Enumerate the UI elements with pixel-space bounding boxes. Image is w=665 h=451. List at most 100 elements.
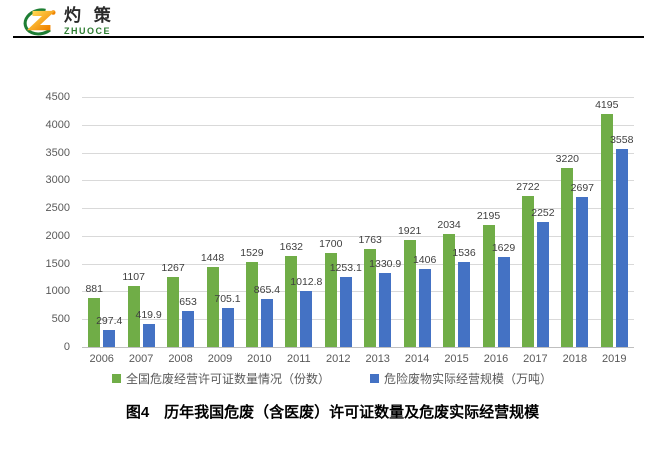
x-label-2018: 2018 [562,353,588,365]
bar-blue-2009 [221,307,234,347]
x-label-2008: 2008 [168,353,193,365]
bar-value-blue-2009: 705.1 [214,292,241,305]
bar-green-2016 [482,225,495,347]
bar-green-2010 [245,262,258,347]
gridline-1500 [82,263,634,265]
x-label-2017: 2017 [523,353,548,365]
y-axis-tick-500: 500 [51,313,70,326]
bar-blue-2013 [379,273,392,347]
bar-value-green-2017: 2722 [516,180,540,193]
x-label-2012: 2012 [326,353,351,365]
legend-label-licenses: 全国危废经营许可证数量情况（份数） [125,372,330,386]
legend-swatch-blue-icon [370,374,379,383]
y-axis-tick-1000: 1000 [45,285,70,298]
bar-value-green-2011: 1632 [279,241,304,254]
gridline-1000 [82,291,634,293]
bar-green-2017 [521,195,534,347]
gridline-4000 [82,124,634,126]
x-label-2015: 2015 [444,353,469,365]
bar-chart: 0 500 1000 1500 2000 2500 3000 3500 4000 4500 2006… [0,60,665,390]
bar-blue-2010 [260,298,273,347]
bar-green-2012 [324,252,337,347]
bar-value-green-2010: 1529 [240,247,264,260]
x-label-2006: 2006 [89,353,114,365]
legend-swatch-green-icon [111,374,121,383]
brand-name-chinese: 灼 策 [64,6,115,25]
figure-caption: 图4 历年我国危废（含医废）许可证数量及危废实际经营规模 [125,404,540,421]
bar-blue-2019 [615,149,628,347]
bar-green-2013 [364,249,377,347]
bar-value-green-2007: 1107 [122,270,145,283]
y-axis-tick-3000: 3000 [45,174,70,187]
x-label-2019: 2019 [602,353,627,365]
brand-name-english: ZHUOCE [64,26,111,36]
y-axis-tick-4500: 4500 [45,91,70,103]
bar-value-green-2019: 4195 [595,98,619,111]
bar-blue-2008 [182,310,195,347]
x-label-2010: 2010 [247,353,272,365]
bar-value-green-2008: 1267 [161,261,185,274]
brand-logo: 灼 策 ZHUOCE [22,4,115,38]
bar-green-2009 [206,266,219,347]
bar-value-blue-2015: 1536 [452,246,476,259]
header-divider-line [13,36,644,38]
bar-value-green-2013: 1763 [358,234,382,247]
x-label-2013: 2013 [365,353,390,365]
x-label-2014: 2014 [404,353,430,365]
gridline-2500 [82,208,634,210]
x-label-2011: 2011 [287,353,311,365]
bar-value-green-2016: 2195 [476,210,501,223]
gridline-3500 [82,152,634,154]
legend-item-scale: 危险废物实际经营规模（万吨） [370,370,552,387]
bar-green-2006 [88,298,101,347]
bar-green-2014 [403,240,416,347]
gridline-0 [82,347,634,348]
bar-blue-2015 [458,261,471,347]
bar-blue-2014 [418,268,431,347]
bar-value-blue-2006: 297.4 [96,315,123,328]
bar-value-blue-2007: 419.9 [135,308,162,321]
bar-blue-2017 [536,221,549,347]
chart-legend: 全国危废经营许可证数量情况（份数） 危险废物实际经营规模（万吨） [56,370,608,387]
bar-value-green-2009: 1448 [200,251,225,264]
bar-blue-2016 [497,256,510,347]
bar-blue-2007 [142,323,155,347]
y-axis-tick-4000: 4000 [45,118,70,131]
y-axis-tick-2500: 2500 [45,202,70,215]
bar-value-blue-2008: 653 [179,295,197,308]
gridline-500 [82,319,634,321]
bar-value-blue-2016: 1629 [491,241,516,254]
bar-value-blue-2013: 1330.9 [369,258,402,271]
bar-blue-2006 [103,330,116,347]
bar-value-blue-2017: 2252 [531,206,555,219]
bar-value-green-2006: 881 [85,283,103,296]
bar-value-blue-2014: 1406 [412,253,437,266]
legend-label-scale: 危险废物实际经营规模（万吨） [384,372,553,386]
y-axis-tick-0: 0 [63,341,70,353]
bar-green-2007 [127,285,140,347]
gridline-3000 [82,180,634,182]
bar-green-2019 [600,113,613,347]
gridline-4500 [82,97,634,98]
bar-value-green-2012: 1700 [319,237,343,250]
bar-value-blue-2012: 1253.1 [329,262,362,275]
bar-green-2018 [561,168,574,347]
zhuoce-logo-icon [23,8,57,36]
bar-green-2015 [443,234,456,347]
bar-value-blue-2010: 865.4 [253,283,281,296]
bar-value-blue-2018: 2697 [570,182,595,195]
legend-item-licenses: 全国危废经营许可证数量情况（份数） [111,370,330,387]
bar-blue-2012 [339,277,352,347]
bar-value-green-2015: 2034 [437,219,461,231]
bar-green-2008 [167,276,180,347]
bar-value-blue-2011: 1012.8 [290,275,323,288]
bar-green-2011 [285,256,298,347]
y-axis-tick-3500: 3500 [45,146,70,159]
bar-value-green-2014: 1921 [397,225,422,238]
bar-value-green-2018: 3220 [555,153,580,166]
bar-value-blue-2019: 3558 [610,134,634,147]
bar-blue-2011 [300,290,313,347]
x-label-2007: 2007 [128,353,154,365]
x-label-2016: 2016 [483,353,509,365]
